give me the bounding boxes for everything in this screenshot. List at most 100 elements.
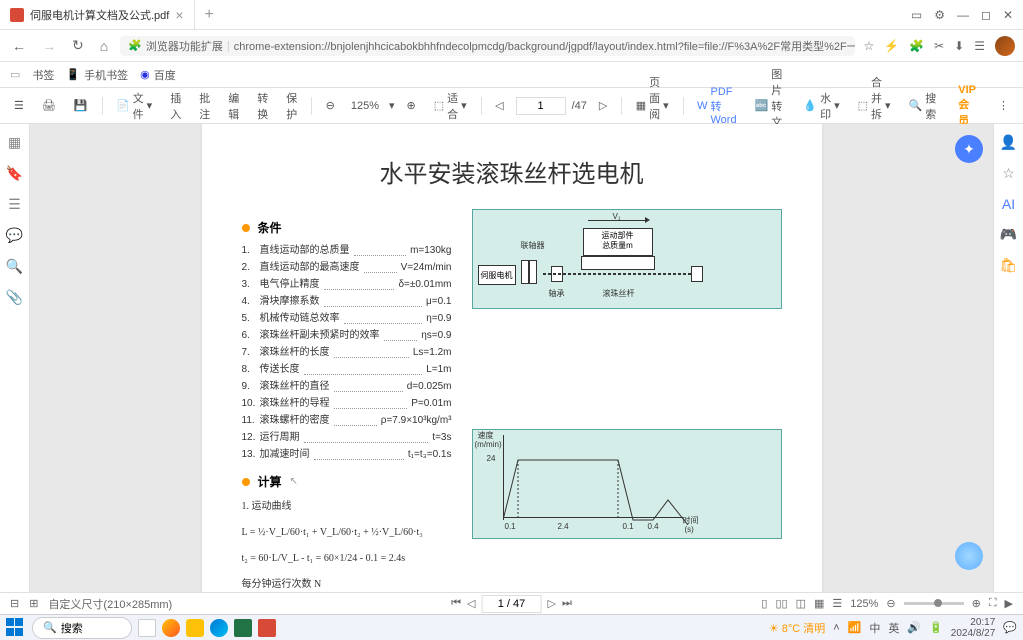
convert-menu[interactable]: 转换 <box>251 86 274 126</box>
view-book-icon[interactable]: ▦ <box>814 597 824 610</box>
tray-notifications-icon[interactable]: 💬 <box>1003 621 1017 634</box>
system-tray: ☀ 8°C 清明 ˄ 📶 中 英 🔊 🔋 20:17 2024/8/27 💬 <box>769 617 1017 639</box>
next-page-icon[interactable]: ▷ <box>548 597 556 610</box>
view-list-icon[interactable]: ☰ <box>832 597 842 610</box>
sb-zoom-value: 125% <box>850 598 878 610</box>
task-app-2[interactable] <box>162 619 180 637</box>
toolbar-more-icon[interactable]: ⋮ <box>992 95 1015 116</box>
screw-line <box>543 273 693 275</box>
menu-button[interactable]: ☰ <box>8 95 30 116</box>
start-button[interactable] <box>6 618 26 638</box>
bookmarks-folder-icon[interactable]: ▭ <box>10 68 20 81</box>
page-input-bottom[interactable] <box>482 595 542 613</box>
zoom-in-button[interactable]: ⊕ <box>401 95 422 116</box>
lightning-icon[interactable]: ⚡ <box>884 39 899 53</box>
outline-icon[interactable]: ☰ <box>8 196 21 213</box>
zoom-out-button[interactable]: ⊖ <box>320 95 341 116</box>
task-app-1[interactable] <box>138 619 156 637</box>
present-icon[interactable]: ▶ <box>1005 597 1013 610</box>
maximize-icon[interactable]: ◻ <box>981 8 991 22</box>
taskbar-search[interactable]: 🔍 搜索 <box>32 617 132 639</box>
help-float-button[interactable] <box>955 542 983 570</box>
comment-icon[interactable]: 💬 <box>6 227 23 244</box>
protect-menu[interactable]: 保护 <box>280 86 303 126</box>
back-icon[interactable]: ← <box>8 38 30 54</box>
window-controls: ▭ ⚙ — ◻ ✕ <box>901 8 1023 22</box>
task-app-6[interactable] <box>258 619 276 637</box>
menu-icon[interactable]: ☰ <box>974 39 985 53</box>
download-icon[interactable]: ⬇ <box>954 39 964 53</box>
file-menu[interactable]: 📄 文件 ▾ <box>110 86 158 126</box>
tray-network-icon[interactable]: 📶 <box>848 621 862 634</box>
save-button[interactable]: 💾 <box>68 95 94 116</box>
search-icon: 🔍 <box>43 621 57 634</box>
screenshot-icon[interactable]: ✂ <box>934 39 944 53</box>
task-excel[interactable] <box>234 619 252 637</box>
annotate-menu[interactable]: 批注 <box>193 86 216 126</box>
extension-puzzle-icon[interactable]: 🧩 <box>909 39 924 53</box>
close-window-icon[interactable]: ✕ <box>1003 8 1013 22</box>
pdf-viewport[interactable]: 水平安装滚珠丝杆选电机 条件 1.直线运动部的总质量m=130kg2.直线运动部… <box>30 124 993 599</box>
tab-close-icon[interactable]: × <box>175 7 183 23</box>
minimize-icon[interactable]: — <box>957 8 969 22</box>
thumbnail-icon[interactable]: ▦ <box>8 134 21 151</box>
task-edge[interactable] <box>210 619 228 637</box>
pdf-to-word-button[interactable]: W PDF转Word <box>691 82 742 130</box>
fit-button[interactable]: ⬚ 适合 ▾ <box>428 86 473 126</box>
view-facing-icon[interactable]: ◫ <box>796 597 806 610</box>
first-page-icon[interactable]: ⏮ <box>451 597 461 610</box>
bookmark-icon[interactable]: 🔖 <box>6 165 23 182</box>
shop-icon[interactable]: 🛍 <box>1000 257 1018 274</box>
browser-tab[interactable]: 伺服电机计算文档及公式.pdf × <box>0 0 195 30</box>
search-sidebar-icon[interactable]: 🔍 <box>6 258 23 275</box>
ai-float-button[interactable]: ✦ <box>955 135 983 163</box>
weather-widget[interactable]: ☀ 8°C 清明 <box>769 620 825 636</box>
user-icon[interactable]: 👤 <box>1000 134 1017 151</box>
settings-icon[interactable]: ⚙ <box>934 8 945 22</box>
tray-clock[interactable]: 20:17 2024/8/27 <box>951 617 996 639</box>
page-input[interactable] <box>516 97 566 115</box>
refresh-icon[interactable]: ↻ <box>68 37 88 54</box>
view-single-icon[interactable]: ▯ <box>761 597 767 610</box>
forward-icon[interactable]: → <box>38 38 60 54</box>
sb-zoom-in-icon[interactable]: ⊞ <box>29 597 38 610</box>
ai-icon[interactable]: AI <box>1002 196 1015 212</box>
page-navigation: ⏮ ◁ ▷ ⏭ <box>451 595 572 613</box>
tab-title: 伺服电机计算文档及公式.pdf <box>30 7 169 23</box>
fav-icon[interactable]: ☆ <box>1002 165 1015 182</box>
watermark-button[interactable]: 💧 水印 ▾ <box>797 86 845 126</box>
game-icon[interactable]: 🎮 <box>1000 226 1017 243</box>
prev-page-button[interactable]: ◁ <box>489 95 509 116</box>
home-icon[interactable]: ⌂ <box>96 38 112 54</box>
prev-page-icon[interactable]: ◁ <box>467 597 475 610</box>
condition-item: 8.传送长度L=1m <box>242 361 452 378</box>
edit-menu[interactable]: 编辑 <box>222 86 245 126</box>
star-icon[interactable]: ☆ <box>863 39 874 53</box>
fullscreen-icon[interactable]: ⛶ <box>989 597 997 610</box>
last-page-icon[interactable]: ⏭ <box>562 597 572 610</box>
sb-zoom-out-icon[interactable]: ⊟ <box>10 597 19 610</box>
new-tab-button[interactable]: + <box>195 6 224 24</box>
pdf-icon <box>10 8 24 22</box>
search-button[interactable]: 🔍 搜索 <box>903 86 943 126</box>
avatar[interactable] <box>995 36 1015 56</box>
print-button[interactable]: 🖨 <box>36 95 62 116</box>
next-page-button[interactable]: ▷ <box>593 95 613 116</box>
sb-zoom-in[interactable]: ⊕ <box>972 597 981 610</box>
tray-battery-icon[interactable]: 🔋 <box>929 621 943 634</box>
insert-menu[interactable]: 插入 <box>164 86 187 126</box>
bookmark-baidu[interactable]: ◉百度 <box>140 67 176 83</box>
tray-input-icon[interactable]: 英 <box>888 620 899 636</box>
url-input[interactable]: 🧩 浏览器功能扩展 | chrome-extension://bnjolenjh… <box>120 36 855 56</box>
vip-badge[interactable]: VIP会员 <box>948 84 986 128</box>
sb-zoom-out[interactable]: ⊖ <box>886 597 895 610</box>
bookmark-mobile[interactable]: 📱手机书签 <box>66 67 128 83</box>
attachment-icon[interactable]: 📎 <box>6 289 23 306</box>
zoom-value[interactable]: 125% <box>347 100 383 112</box>
tray-cn-icon[interactable]: 中 <box>869 620 880 636</box>
view-continuous-icon[interactable]: ▯▯ <box>775 597 787 610</box>
task-app-3[interactable] <box>186 619 204 637</box>
tray-volume-icon[interactable]: 🔊 <box>907 621 921 634</box>
tray-up-icon[interactable]: ˄ <box>833 622 839 634</box>
cascade-icon[interactable]: ▭ <box>911 8 922 22</box>
